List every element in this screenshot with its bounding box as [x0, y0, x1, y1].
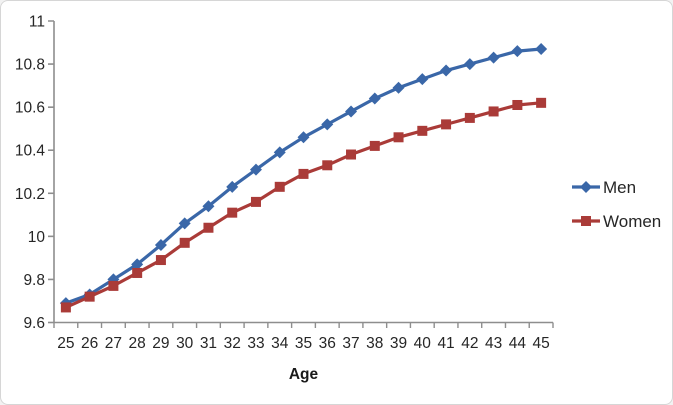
data-point-marker [346, 149, 357, 160]
data-point-marker [580, 181, 592, 193]
legend-item-women: Women [572, 212, 661, 231]
data-point-marker [463, 58, 476, 71]
data-point-marker [369, 140, 380, 151]
data-point-marker [108, 280, 119, 291]
series-women [60, 97, 547, 313]
data-point-marker [131, 258, 144, 271]
data-point-marker [297, 131, 310, 144]
data-point-marker [441, 119, 452, 130]
x-tick-label: 25 [57, 335, 74, 352]
x-tick-label: 32 [224, 335, 241, 352]
data-point-marker [368, 92, 381, 105]
x-tick-label: 38 [366, 335, 383, 352]
x-tick-label: 30 [176, 335, 194, 352]
x-tick-label: 45 [532, 335, 549, 352]
x-tick-label: 37 [342, 335, 359, 352]
x-tick-label: 31 [200, 335, 217, 352]
x-tick-label: 29 [152, 335, 169, 352]
y-tick-label: 10 [28, 229, 46, 246]
x-tick-label: 44 [509, 335, 527, 352]
data-point-marker [581, 216, 591, 226]
x-tick-label: 40 [414, 335, 432, 352]
data-point-marker [536, 97, 547, 108]
data-point-marker [250, 196, 261, 207]
data-point-marker [155, 255, 166, 266]
x-tick-label: 27 [105, 335, 122, 352]
data-point-marker [203, 222, 214, 233]
data-point-marker [178, 217, 191, 230]
data-point-marker [393, 132, 404, 143]
data-point-marker [274, 181, 285, 192]
data-point-marker [417, 125, 428, 136]
data-point-marker [464, 112, 475, 123]
data-point-marker [226, 180, 239, 193]
data-point-marker [132, 267, 143, 278]
x-tick-label: 36 [319, 335, 336, 352]
y-tick-label: 10.8 [15, 57, 45, 74]
x-tick-label: 28 [129, 335, 146, 352]
legend-label: Men [603, 178, 636, 197]
data-point-marker [321, 118, 334, 131]
x-tick-label: 33 [247, 335, 264, 352]
data-point-marker [84, 291, 95, 302]
data-point-marker [392, 81, 405, 94]
y-tick-label: 9.8 [23, 272, 45, 289]
x-tick-label: 41 [437, 335, 454, 352]
data-point-marker [511, 45, 524, 58]
data-point-marker [202, 200, 215, 213]
x-tick-label: 26 [81, 335, 98, 352]
data-point-marker [487, 51, 500, 64]
data-point-marker [440, 64, 453, 77]
data-point-marker [345, 105, 358, 118]
y-tick-label: 10.2 [15, 186, 45, 203]
data-point-marker [179, 237, 190, 248]
data-point-marker [60, 302, 71, 313]
x-tick-label: 43 [485, 335, 502, 352]
y-tick-label: 10.6 [15, 100, 45, 117]
x-tick-label: 35 [295, 335, 312, 352]
x-tick-label: 42 [461, 335, 478, 352]
legend-item-men: Men [572, 178, 636, 197]
data-point-marker [512, 99, 523, 110]
data-point-marker [535, 42, 548, 55]
data-point-marker [249, 163, 262, 176]
data-point-marker [298, 168, 309, 179]
x-tick-label: 34 [271, 335, 289, 352]
data-point-marker [488, 106, 499, 117]
legend-label: Women [603, 212, 661, 231]
x-axis-title: Age [289, 366, 319, 383]
data-point-marker [273, 146, 286, 159]
y-tick-label: 10.4 [15, 143, 46, 160]
data-point-marker [154, 238, 167, 251]
y-tick-label: 9.6 [23, 315, 45, 332]
data-point-marker [416, 73, 429, 86]
x-tick-label: 39 [390, 335, 407, 352]
y-tick-label: 11 [29, 14, 45, 31]
data-point-marker [322, 160, 333, 171]
data-point-marker [227, 207, 238, 218]
